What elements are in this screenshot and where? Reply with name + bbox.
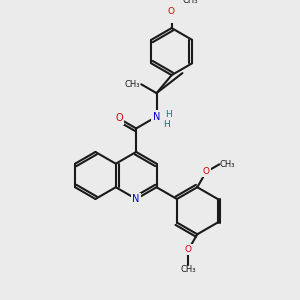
Text: CH₃: CH₃ — [182, 0, 198, 5]
Text: O: O — [115, 113, 123, 123]
Text: N: N — [153, 112, 160, 122]
Text: H: H — [165, 110, 172, 119]
Text: CH₃: CH₃ — [124, 80, 140, 89]
Text: H: H — [163, 120, 170, 129]
Text: N: N — [133, 194, 140, 204]
Text: O: O — [202, 167, 210, 176]
Text: O: O — [185, 245, 192, 254]
Text: CH₃: CH₃ — [219, 160, 235, 169]
Text: CH₃: CH₃ — [180, 265, 196, 274]
Text: O: O — [168, 7, 175, 16]
